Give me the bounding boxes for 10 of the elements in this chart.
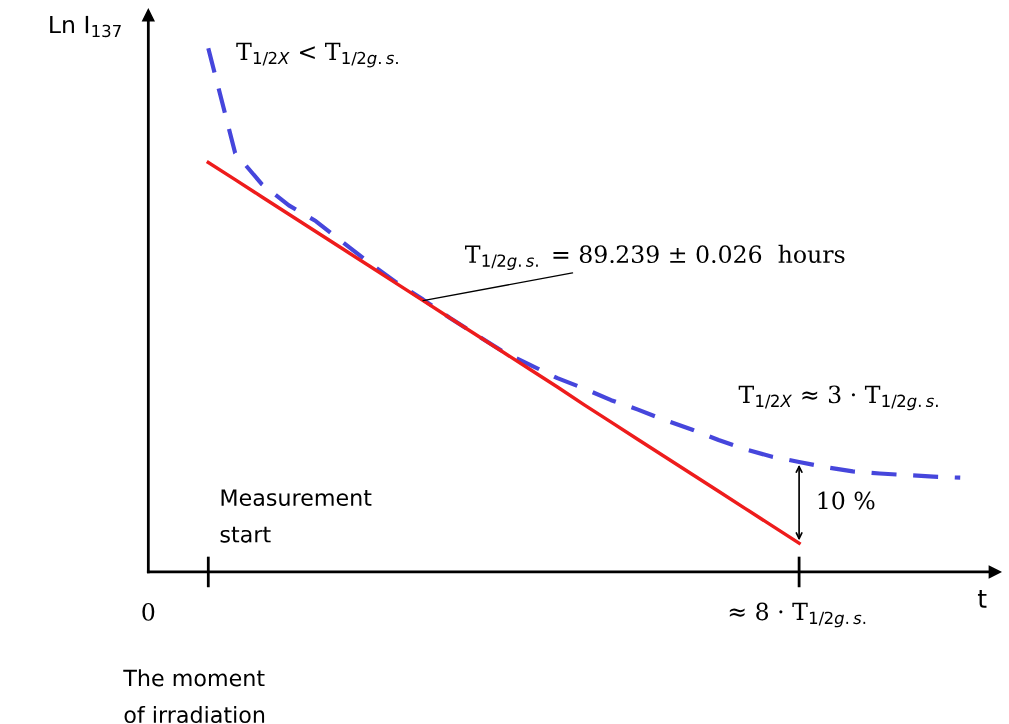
y-axis-title: Ln I$_{137}$ <box>50 15 121 38</box>
text: The moment of irradiation <box>123 669 265 724</box>
annotation: T$_{1/2X}$ < T$_{1/2g.s.}$ <box>236 42 398 68</box>
annotation: 10 % <box>818 491 875 510</box>
text: ≈ 8 · T$_{1/2g.s.}$ <box>729 602 866 628</box>
annotation: T$_{1/2X}$ ≈ 3 · T$_{1/2g.s.}$ <box>738 385 938 411</box>
annotation: T$_{1/2g.s.}$ = 89.239 ± 0.026 hours <box>465 244 845 271</box>
x-axis-title: t <box>977 590 987 608</box>
text: 0 <box>142 602 155 621</box>
annotation: Measurement start <box>220 489 372 543</box>
